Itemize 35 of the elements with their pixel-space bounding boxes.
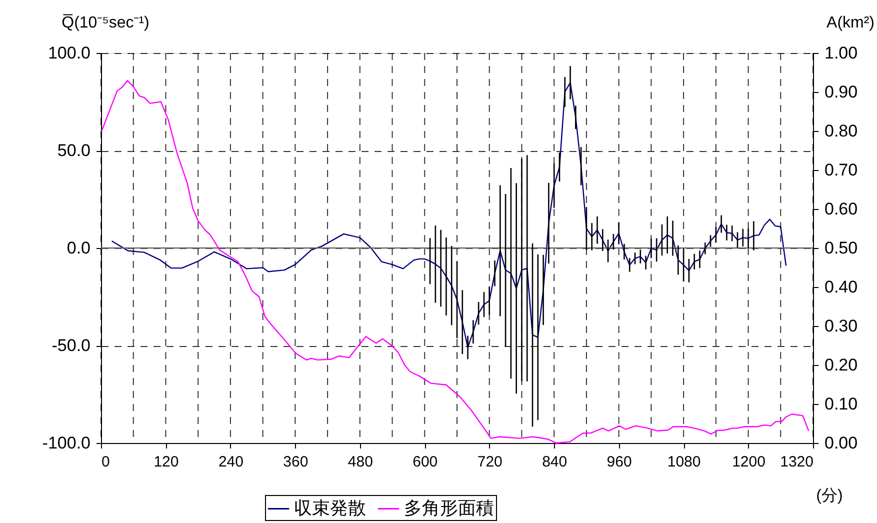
y2-tick-label: 0.10: [824, 394, 858, 414]
x-tick-label: 720: [477, 454, 502, 470]
y2-tick-label: 0.60: [824, 200, 858, 218]
x-axis-title: (分): [816, 488, 843, 504]
x-tick-label: 1080: [667, 454, 701, 470]
x-tick-label: 480: [348, 454, 373, 470]
line-series: [111, 82, 787, 348]
y2-tick-label: 0.00: [824, 434, 858, 452]
x-tick-label: 600: [412, 454, 438, 470]
y2-tick-label: 0.90: [824, 82, 858, 102]
x-tick-label: 240: [218, 454, 244, 470]
y2-tick-label: 0.40: [824, 278, 858, 296]
y-tick-label: 50.0: [57, 141, 90, 160]
y-tick-label: 0.0: [66, 238, 90, 258]
x-tick-label: 120: [154, 454, 179, 470]
x-tick-label: 360: [283, 454, 308, 470]
x-tick-label: 1200: [732, 454, 766, 470]
legend-label: 収束発散: [294, 498, 366, 518]
y-tick-label: 100.0: [48, 44, 90, 62]
x-tick-label: 960: [606, 454, 632, 470]
x-tick-label: 840: [542, 454, 568, 470]
legend-label: 多角形面積: [404, 498, 494, 518]
y-tick-label: -100.0: [42, 434, 90, 452]
y-axis-title: Q̅(10⁻⁵sec⁻¹): [62, 14, 150, 32]
y2-tick-label: 1.00: [824, 44, 858, 62]
line-series: [100, 80, 810, 444]
y2-axis-title: A(km²): [826, 14, 874, 32]
y2-tick-label: 0.80: [824, 122, 858, 140]
y-tick-label: -50.0: [52, 336, 90, 355]
y2-tick-label: 0.70: [824, 160, 858, 180]
y2-tick-label: 0.20: [824, 356, 858, 374]
x-tick-label: 0: [102, 454, 110, 470]
y2-tick-label: 0.30: [824, 316, 858, 336]
x-tick-label: 1320: [780, 454, 814, 470]
y2-tick-label: 0.50: [824, 238, 858, 258]
